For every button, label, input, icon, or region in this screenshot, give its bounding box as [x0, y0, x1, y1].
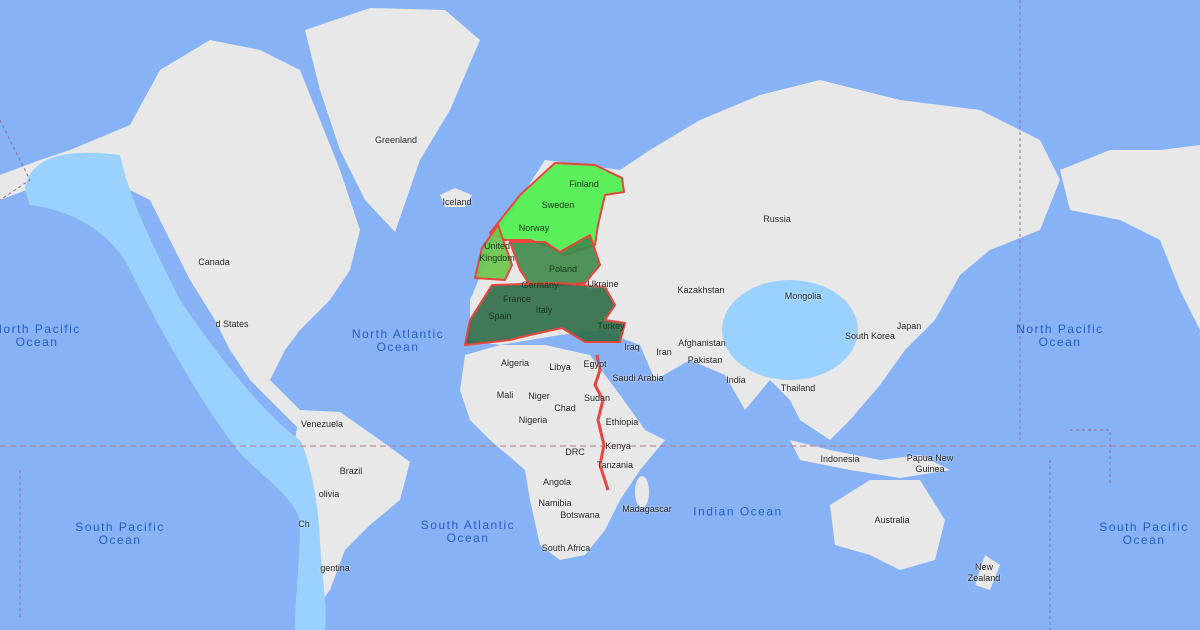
country-label: Australia: [874, 515, 910, 525]
country-label: France: [502, 294, 532, 304]
australia: [830, 480, 945, 570]
country-label: Japan: [896, 321, 922, 331]
region-south[interactable]: [464, 282, 626, 346]
country-label: Tanzania: [596, 460, 634, 470]
route-line[interactable]: [593, 354, 610, 491]
country-label: Germany: [521, 280, 559, 290]
country-label: Iceland: [442, 197, 472, 207]
madagascar: [635, 476, 649, 508]
country-label: Chad: [554, 403, 576, 413]
country-label: Norway: [518, 223, 550, 233]
country-label: Canada: [198, 257, 230, 267]
country-label: Sweden: [541, 200, 575, 210]
country-label: New Zealand: [967, 562, 1001, 583]
region-central[interactable]: [509, 234, 601, 286]
country-label: Nigeria: [518, 415, 548, 425]
country-label: Russia: [763, 214, 791, 224]
date-line-west: [0, 119, 31, 620]
country-label: Greenland: [374, 135, 418, 145]
country-label: South Africa: [541, 543, 591, 553]
ocean-label: South Pacific Ocean: [75, 520, 165, 547]
country-label: Thailand: [780, 383, 816, 393]
ocean-label: North Pacific Ocean: [0, 322, 81, 349]
country-label: Brazil: [339, 466, 363, 476]
country-label: Ukraine: [587, 279, 619, 289]
ocean-label: South Pacific Ocean: [1099, 520, 1189, 547]
country-label: Saudi Arabia: [612, 373, 664, 383]
country-label: Iran: [656, 347, 672, 357]
country-label: Papua New Guinea: [906, 453, 954, 474]
africa: [460, 345, 665, 560]
south-america: [295, 410, 410, 610]
country-label: Turkey: [597, 321, 625, 331]
date-line-east: [1019, 0, 1111, 630]
country-label: Ethiopia: [605, 417, 639, 427]
country-label: United Kingdom: [479, 241, 515, 263]
country-label: Poland: [548, 264, 578, 274]
country-label: Iraq: [624, 342, 640, 352]
ocean-label: Indian Ocean: [693, 504, 783, 519]
country-label: olivia: [318, 489, 340, 499]
new-zealand: [975, 555, 1000, 590]
land-masses: [0, 8, 1200, 610]
country-label: Kazakhstan: [677, 285, 725, 295]
eurasia: [470, 80, 1060, 440]
country-label: Pakistan: [687, 355, 723, 365]
country-label: Madagascar: [622, 504, 672, 514]
country-label: gentina: [320, 563, 350, 573]
country-label: Namibia: [538, 498, 572, 508]
country-label: Finland: [569, 179, 599, 189]
country-label: Kenya: [605, 441, 631, 451]
country-label: DRC: [565, 447, 585, 457]
country-label: Egypt: [583, 359, 607, 369]
country-label: Algeria: [500, 358, 530, 368]
country-label: India: [726, 375, 746, 385]
alaska-east: [1060, 145, 1200, 330]
country-label: Sudan: [583, 393, 611, 403]
ocean-label: North Atlantic Ocean: [351, 327, 445, 354]
country-label: Botswana: [560, 510, 600, 520]
country-label: Ch: [298, 519, 310, 529]
country-label: Mali: [496, 390, 514, 400]
country-label: Indonesia: [820, 454, 860, 464]
country-label: Spain: [488, 311, 512, 321]
country-label: Venezuela: [300, 419, 344, 429]
country-label: Mongolia: [784, 291, 822, 301]
asia-overlay: [722, 280, 858, 380]
country-label: South Korea: [844, 331, 896, 341]
ocean-label: South Atlantic Ocean: [420, 518, 516, 545]
country-label: Libya: [549, 362, 571, 372]
north-america: [0, 40, 360, 430]
greenland: [305, 8, 480, 232]
country-label: Afghanistan: [678, 338, 726, 348]
ocean-label: North Pacific Ocean: [1016, 322, 1104, 349]
iceland: [440, 188, 472, 207]
country-label: d States: [215, 319, 249, 329]
pacific-overlay-band: [25, 152, 326, 630]
indonesia: [790, 440, 950, 478]
country-label: Italy: [535, 305, 553, 315]
country-label: Angola: [542, 477, 572, 487]
country-label: Niger: [528, 391, 550, 401]
region-uk[interactable]: [474, 224, 513, 281]
